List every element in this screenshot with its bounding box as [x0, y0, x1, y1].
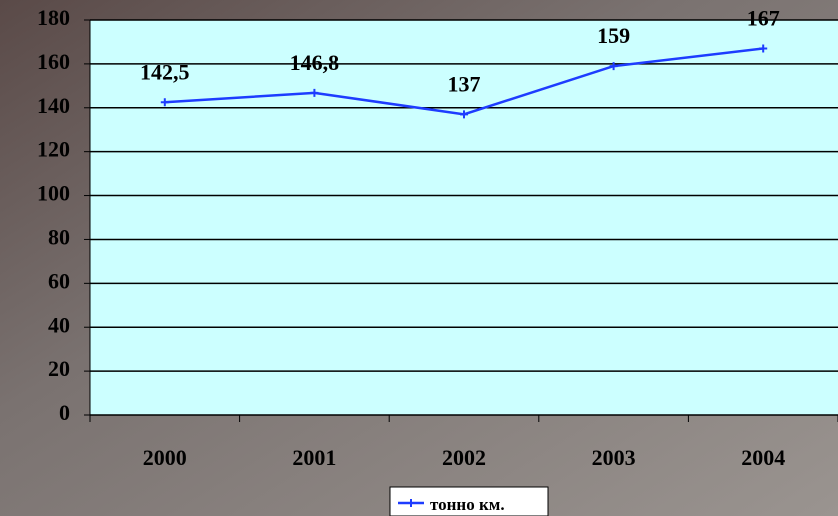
marker	[460, 110, 468, 119]
marker	[160, 98, 169, 107]
x-tick-label: 2003	[592, 445, 636, 470]
x-tick-label: 2000	[143, 445, 187, 470]
y-tick-label: 120	[37, 137, 70, 162]
marker	[759, 44, 768, 53]
data-label: 137	[448, 71, 481, 96]
y-tick-label: 100	[37, 181, 70, 206]
x-tick-label: 2004	[741, 445, 785, 470]
y-tick-label: 80	[48, 224, 70, 249]
y-tick-label: 0	[59, 400, 70, 425]
y-tick-label: 160	[37, 49, 70, 74]
legend-marker	[407, 499, 415, 507]
data-label: 142,5	[140, 59, 190, 84]
y-tick-label: 140	[37, 93, 70, 118]
data-label: 146,8	[290, 50, 340, 75]
marker	[310, 88, 319, 97]
x-tick-label: 2001	[292, 445, 336, 470]
legend-box	[389, 486, 549, 516]
marker	[609, 62, 618, 71]
data-label: 159	[597, 23, 630, 48]
plot-area	[90, 20, 838, 415]
x-tick-label: 2002	[442, 445, 486, 470]
y-tick-label: 20	[48, 356, 70, 381]
legend: тонно км.	[389, 486, 549, 516]
y-tick-label: 180	[37, 5, 70, 30]
legend-label: тонно км.	[430, 495, 505, 514]
y-tick-label: 60	[48, 268, 70, 293]
data-label: 167	[747, 6, 780, 31]
y-tick-label: 40	[48, 312, 70, 337]
